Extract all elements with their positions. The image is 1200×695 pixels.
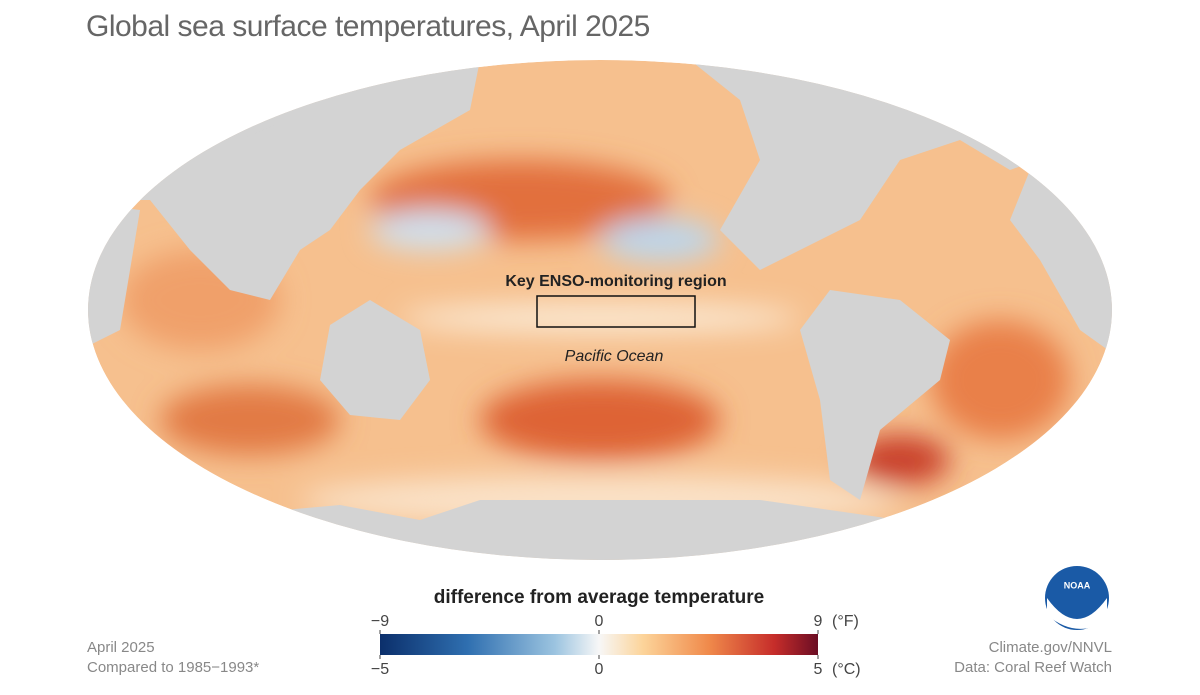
legend-title: difference from average temperature: [434, 587, 765, 608]
tick-label: 0: [595, 661, 604, 678]
footer-right: Data: Coral Reef Watch: [954, 659, 1112, 676]
enso-box: [536, 295, 696, 328]
unit-label: (°F): [832, 613, 859, 630]
noaa-logo: NOAA: [1045, 566, 1109, 630]
map: [88, 60, 1112, 560]
colorbar-ticks: −9 0 9 (°F) −5 0 5 (°C): [371, 613, 861, 678]
title: Global sea surface temperatures, April 2…: [86, 10, 650, 43]
footer-left: Compared to 1985−1993*: [87, 659, 259, 676]
enso-label: Key ENSO-monitoring region: [505, 273, 726, 290]
tick-label: −9: [371, 613, 389, 630]
tick-label: 9: [814, 613, 823, 630]
tick-label: 5: [814, 661, 823, 678]
tick-label: −5: [371, 661, 389, 678]
footer-right: Climate.gov/NNVL: [989, 639, 1112, 656]
colorbar: [380, 634, 818, 655]
tick-label: 0: [595, 613, 604, 630]
unit-label: (°C): [832, 661, 861, 678]
logo-text: NOAA: [1064, 580, 1091, 590]
ocean-label: Pacific Ocean: [565, 348, 664, 365]
footer-left: April 2025: [87, 639, 155, 656]
